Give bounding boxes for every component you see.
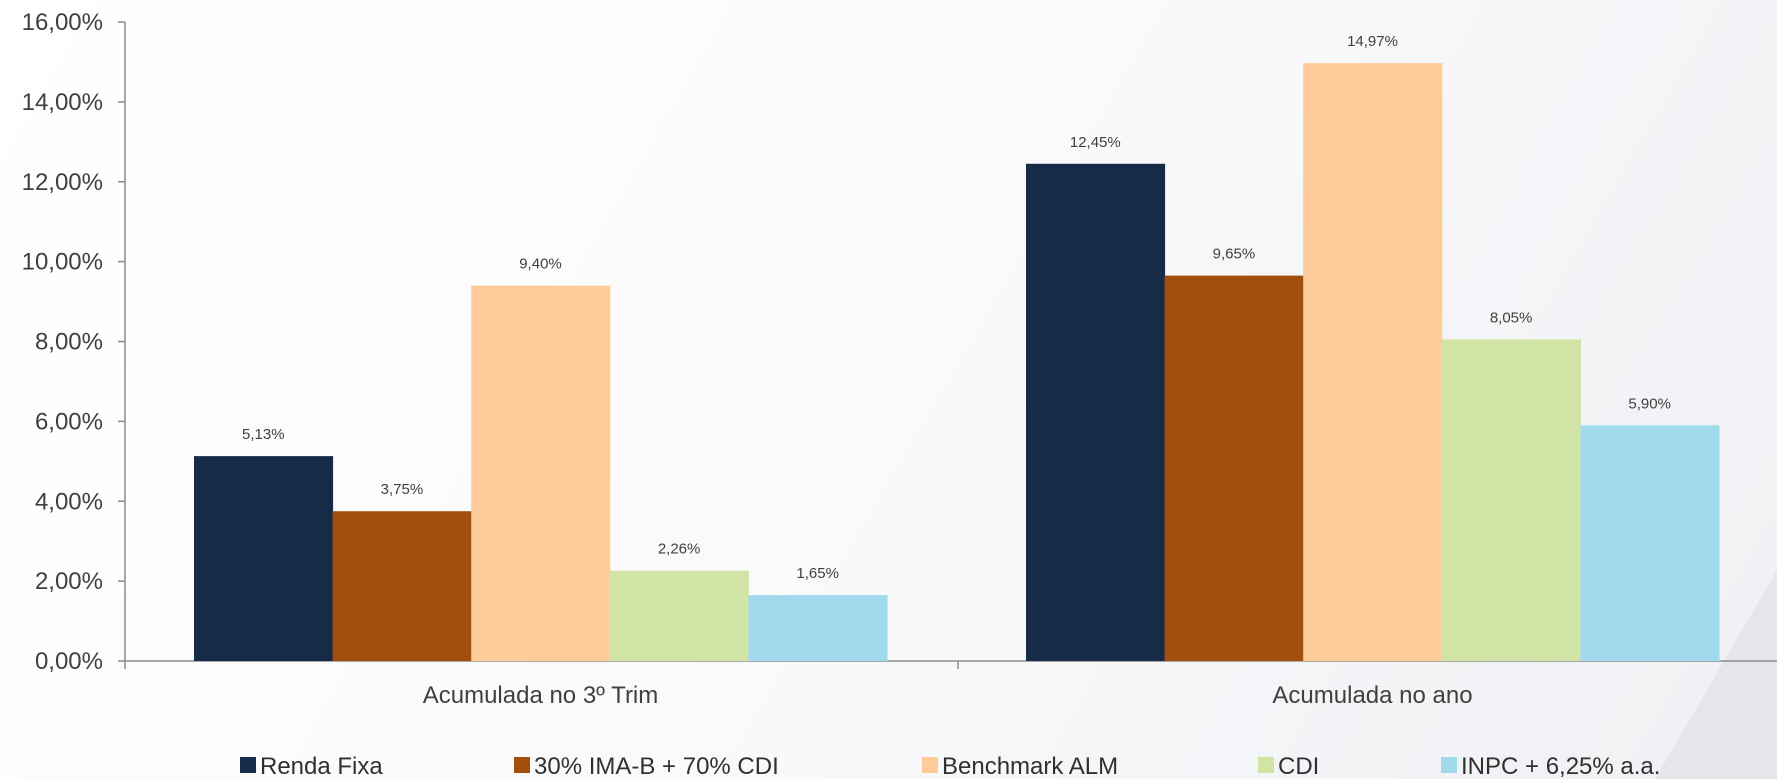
legend-item: Renda Fixa [240,753,383,779]
bar [1580,425,1720,661]
y-tick-label: 12,00% [22,169,103,196]
bar [1026,163,1166,661]
background-decoration [1655,570,1777,779]
bar [194,456,334,661]
bar [748,595,888,661]
y-tick-label: 0,00% [35,648,103,675]
bar [1441,339,1581,661]
legend-swatch [1441,757,1457,773]
legend-item: Benchmark ALM [922,753,1118,779]
y-tick-label: 2,00% [35,568,103,595]
category-label: Acumulada no 3º Trim [423,682,659,709]
legend-swatch [240,757,256,773]
legend-item: 30% IMA-B + 70% CDI [514,753,779,779]
legend-swatch [1258,757,1274,773]
y-tick-label: 10,00% [22,249,103,276]
bar [1164,275,1304,661]
y-tick-label: 4,00% [35,488,103,515]
data-label: 5,13% [242,426,285,443]
y-tick-label: 6,00% [35,408,103,435]
data-label: 3,75% [381,481,424,498]
bar [471,285,611,661]
legend-item: INPC + 6,25% a.a. [1441,753,1660,779]
legend-item: CDI [1258,753,1319,779]
data-labels: 5,13% 3,75% 9,40% 2,26% 1,65% 12,45% 9,65% 14,9… [242,33,1671,582]
bar [609,570,749,661]
legend: Renda Fixa 30% IMA-B + 70% CDI Benchmark A… [240,753,1660,779]
data-label: 12,45% [1070,134,1121,151]
y-tick-label: 16,00% [22,9,103,36]
legend-label: Benchmark ALM [942,753,1118,779]
category-label: Acumulada no ano [1272,682,1472,709]
data-label: 9,65% [1213,246,1256,263]
legend-swatch [922,757,938,773]
x-axis: Acumulada no 3º Trim Acumulada no ano [124,660,1777,709]
bars [194,63,1720,662]
y-tick-label: 8,00% [35,329,103,356]
legend-swatch [514,757,530,773]
bar [1303,63,1443,662]
data-label: 1,65% [796,565,839,582]
data-label: 14,97% [1347,33,1398,50]
data-label: 5,90% [1628,395,1671,412]
legend-label: 30% IMA-B + 70% CDI [534,753,779,779]
data-label: 2,26% [658,541,701,558]
data-label: 8,05% [1490,310,1533,327]
legend-label: Renda Fixa [260,753,383,779]
bar [332,511,472,661]
data-label: 9,40% [519,256,562,273]
y-axis: 0,00% 2,00% 4,00% 6,00% 8,00% 10,00% 12,00% 14,… [22,9,126,675]
legend-label: INPC + 6,25% a.a. [1461,753,1660,779]
y-tick-label: 14,00% [22,89,103,116]
legend-label: CDI [1278,753,1319,779]
